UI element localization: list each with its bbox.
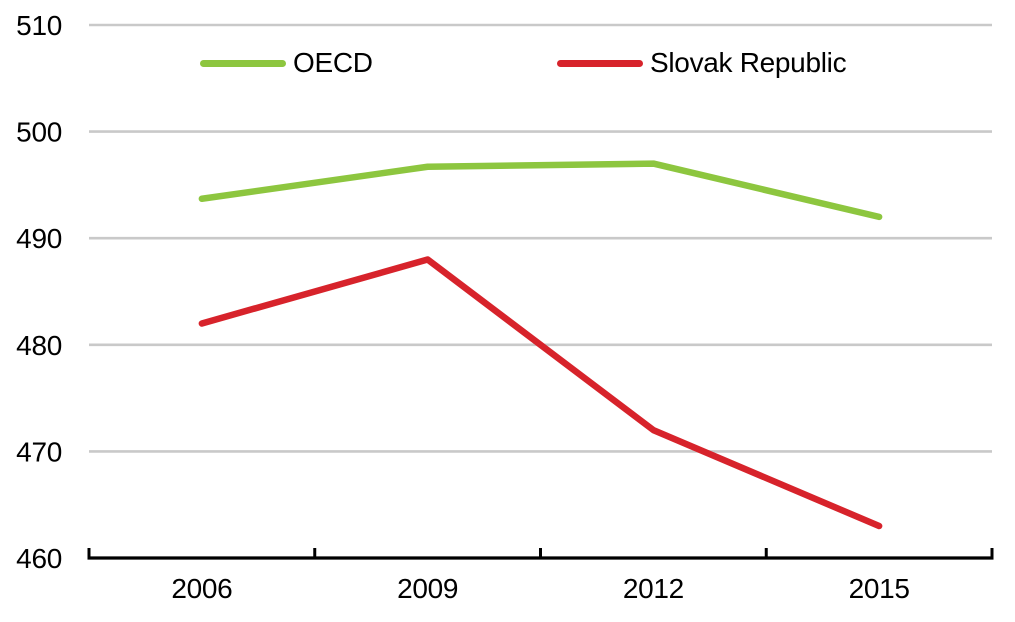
y-tick-label: 490 — [16, 223, 62, 254]
series-line-slovak-republic — [198, 256, 883, 530]
y-tick-label: 480 — [16, 330, 62, 361]
x-tick-label: 2015 — [849, 573, 910, 604]
series-line-oecd — [198, 160, 883, 221]
y-tick-label: 460 — [16, 543, 62, 574]
x-tick-label: 2009 — [397, 573, 458, 604]
y-tick-label: 470 — [16, 436, 62, 467]
x-tick-label: 2006 — [171, 573, 232, 604]
x-tick-label: 2012 — [623, 573, 684, 604]
y-tick-label: 510 — [16, 10, 62, 41]
y-tick-label: 500 — [16, 117, 62, 148]
